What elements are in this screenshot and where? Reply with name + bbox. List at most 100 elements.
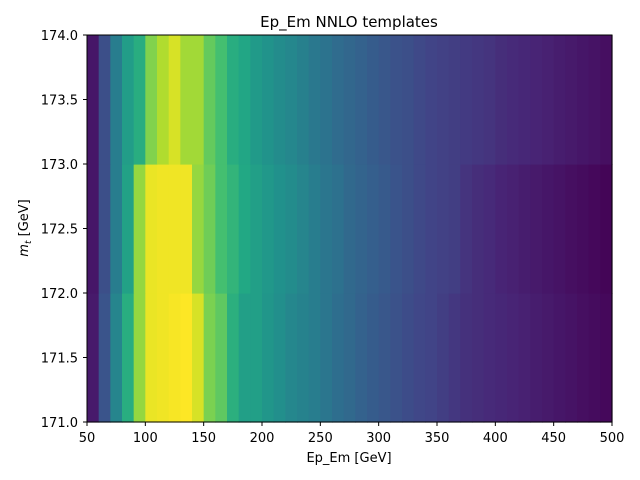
heatmap-cell: [273, 164, 286, 294]
heatmap-cell: [168, 35, 181, 165]
heatmap-cell: [577, 293, 590, 423]
heatmap-cell: [437, 293, 450, 423]
heatmap-cell: [227, 293, 240, 423]
heatmap-cell: [168, 293, 181, 423]
heatmap-cell: [600, 164, 613, 294]
heatmap-cell: [215, 293, 228, 423]
heatmap-cell: [343, 164, 356, 294]
heatmap-cell: [483, 35, 496, 165]
heatmap-cell: [110, 35, 123, 165]
heatmap-cell: [425, 164, 438, 294]
heatmap-cell: [600, 35, 613, 165]
heatmap-cell: [367, 35, 380, 165]
heatmap-cell: [518, 35, 531, 165]
heatmap-cell: [110, 164, 123, 294]
heatmap-cell: [98, 164, 111, 294]
heatmap-cell: [472, 293, 485, 423]
heatmap-cell: [192, 164, 205, 294]
heatmap-cell: [518, 164, 531, 294]
x-tick-label: 200: [250, 431, 275, 446]
heatmap-cell: [600, 293, 613, 423]
y-axis-title-subscript: t: [24, 240, 34, 244]
heatmap-cell: [180, 293, 193, 423]
heatmap-cell: [227, 164, 240, 294]
heatmap-cell: [332, 293, 345, 423]
heatmap-cell: [343, 293, 356, 423]
heatmap-cell: [238, 293, 251, 423]
heatmap-cell: [460, 35, 473, 165]
heatmap-cell: [355, 35, 368, 165]
heatmap-cell: [413, 35, 426, 165]
heatmap-cell: [355, 164, 368, 294]
heatmap-cell: [203, 164, 216, 294]
x-tick-label: 150: [191, 431, 216, 446]
heatmap-cell: [507, 164, 520, 294]
y-axis-title-symbol: m: [17, 244, 32, 257]
heatmap-cell: [262, 35, 275, 165]
heatmap-cell: [378, 35, 391, 165]
heatmap-cell: [402, 293, 415, 423]
heatmap-cell: [343, 35, 356, 165]
heatmap-cell: [133, 293, 146, 423]
heatmap-cell: [507, 35, 520, 165]
x-tick-label: 50: [79, 431, 96, 446]
y-axis: 171.0 171.5 172.0 172.5 173.0 173.5 174.0: [41, 29, 87, 431]
heatmap-cell: [98, 293, 111, 423]
heatmap-cell: [133, 164, 146, 294]
heatmap-cell: [157, 164, 170, 294]
heatmap-cell: [390, 293, 403, 423]
heatmap-cell: [250, 35, 263, 165]
heatmap-cell: [98, 35, 111, 165]
heatmap-cell: [297, 164, 310, 294]
heatmap-cell: [402, 35, 415, 165]
heatmap-cell: [145, 164, 158, 294]
chart-title: Ep_Em NNLO templates: [260, 13, 438, 32]
x-tick-label: 250: [308, 431, 333, 446]
heatmap-cell: [542, 35, 555, 165]
y-tick-label: 174.0: [41, 29, 78, 44]
heatmap-cell: [110, 293, 123, 423]
heatmap-cell: [402, 164, 415, 294]
heatmap-cell: [460, 164, 473, 294]
heatmap-cell: [215, 35, 228, 165]
y-tick-label: 171.5: [41, 352, 78, 367]
heatmap-cell: [308, 164, 321, 294]
heatmap-cell: [238, 164, 251, 294]
heatmap-cell: [472, 164, 485, 294]
heatmap-cell: [122, 293, 135, 423]
heatmap-cell: [483, 164, 496, 294]
heatmap-cell: [203, 293, 216, 423]
heatmap-cell: [238, 35, 251, 165]
y-tick-label: 173.0: [41, 158, 78, 173]
heatmap-cell: [308, 293, 321, 423]
heatmap-cell: [250, 293, 263, 423]
x-tick-label: 100: [133, 431, 158, 446]
heatmap-cell: [530, 35, 543, 165]
heatmap-cell: [448, 164, 461, 294]
heatmap-cell: [355, 293, 368, 423]
x-axis-title: Ep_Em [GeV]: [306, 451, 391, 466]
heatmap-cell: [577, 164, 590, 294]
x-tick-label: 450: [541, 431, 566, 446]
heatmap-cell: [320, 293, 333, 423]
x-axis: 50 100 150 200 250 300 350 400 450 500: [79, 422, 624, 446]
heatmap-cell: [203, 35, 216, 165]
heatmap-cell: [87, 35, 100, 165]
heatmap-cell: [495, 293, 508, 423]
heatmap-cell: [460, 293, 473, 423]
heatmap-cell: [588, 293, 601, 423]
heatmap-cell: [495, 164, 508, 294]
heatmap-cell: [413, 293, 426, 423]
y-tick-label: 171.0: [41, 416, 78, 431]
y-tick-label: 173.5: [41, 94, 78, 109]
heatmap-cell: [285, 35, 298, 165]
heatmap-cell: [145, 293, 158, 423]
heatmap-cell: [588, 164, 601, 294]
y-axis-title: mt [GeV]: [17, 199, 34, 256]
heatmap-cell: [425, 293, 438, 423]
heatmap-cell: [320, 164, 333, 294]
heatmap-cells: [87, 35, 613, 423]
heatmap-cell: [553, 164, 566, 294]
heatmap-cell: [542, 293, 555, 423]
